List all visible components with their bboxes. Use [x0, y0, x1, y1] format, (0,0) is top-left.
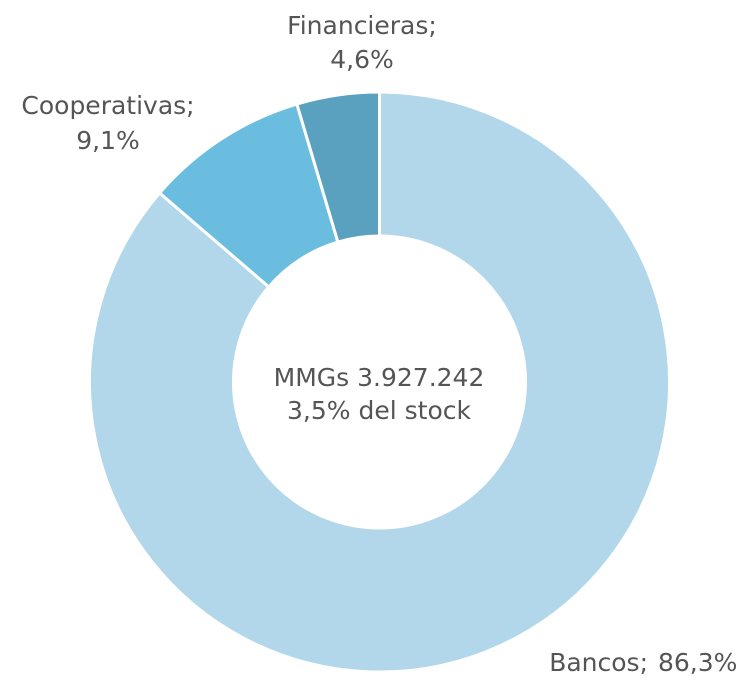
center-annotation: 3,5% del stock — [287, 396, 471, 425]
value-label: 86,3% — [658, 648, 737, 677]
slice-label: Financieras; — [287, 11, 437, 40]
donut-slice — [88, 90, 671, 674]
slice-label: Cooperativas; — [21, 91, 194, 120]
value-label: 9,1% — [76, 126, 140, 155]
donut-slice — [294, 90, 381, 244]
center-annotation: MMGs 3.927.242 — [274, 363, 485, 392]
slice-label: Bancos; — [549, 648, 648, 677]
value-label: 4,6% — [330, 45, 394, 74]
